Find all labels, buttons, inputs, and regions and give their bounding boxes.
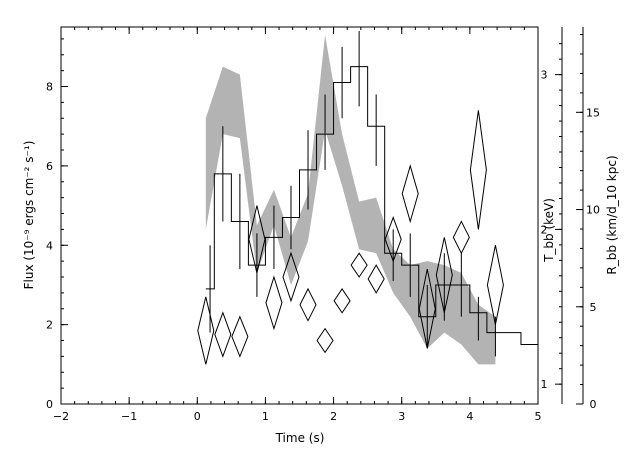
rbb-diamond	[214, 311, 232, 358]
y-tick-label: 0	[46, 398, 53, 411]
flux-histogram-layer	[205, 30, 538, 357]
rbb-diamond	[197, 296, 215, 365]
axis-ticks-layer: −2 −1 0 1 2 3 4 5 0 2 4 6 8 1 2 3 0 5 10 15	[46, 27, 600, 423]
rbb-tick-label: 10	[586, 204, 600, 217]
x-tick-label: 5	[535, 410, 542, 423]
rbb-diamond	[367, 264, 385, 294]
plot-frame	[60, 26, 539, 405]
tbb-band	[205, 34, 496, 365]
rbb-diamond-layer	[197, 110, 504, 365]
rbb-tick-label: 0	[590, 398, 597, 411]
y-axis-title: Flux (10⁻⁹ ergs cm⁻² s⁻¹)	[22, 141, 36, 290]
x-tick-label: 1	[262, 410, 269, 423]
rbb-diamond	[469, 110, 487, 230]
rbb-diamond	[333, 288, 351, 314]
rbb-diamond	[350, 252, 368, 278]
y-tick-label: 4	[46, 239, 53, 252]
rbb-diamond	[231, 315, 249, 358]
rbb-tick-label: 15	[586, 106, 600, 119]
tbb-tick-label: 1	[541, 378, 548, 391]
rbb-diamond	[282, 251, 300, 303]
tbb-axis-title: T_bb (keV)	[542, 198, 556, 263]
tbb-band-layer	[205, 34, 496, 365]
x-tick-label: −1	[121, 410, 137, 423]
tbb-tick-label: 3	[541, 69, 548, 82]
rbb-tick-label: 5	[590, 301, 597, 314]
tbb-tick-label: 2	[541, 223, 548, 236]
x-axis-title: Time (s)	[275, 431, 325, 445]
y-tick-label: 6	[46, 160, 53, 173]
x-tick-label: 0	[194, 410, 201, 423]
y-tick-label: 8	[46, 81, 53, 94]
rbb-diamond	[265, 275, 283, 331]
x-tick-label: 3	[398, 410, 405, 423]
rbb-diamond	[299, 287, 317, 322]
y-tick-label: 2	[46, 319, 53, 332]
rbb-diamond	[316, 327, 334, 354]
x-tick-label: 2	[330, 410, 337, 423]
rbb-diamond	[486, 245, 504, 325]
x-tick-label: −2	[53, 410, 69, 423]
rbb-diamond	[452, 220, 470, 255]
rbb-axis-title: R_bb (km/d_10 kpc)	[605, 155, 619, 274]
x-tick-label: 4	[466, 410, 473, 423]
rbb-diamond	[401, 164, 419, 224]
